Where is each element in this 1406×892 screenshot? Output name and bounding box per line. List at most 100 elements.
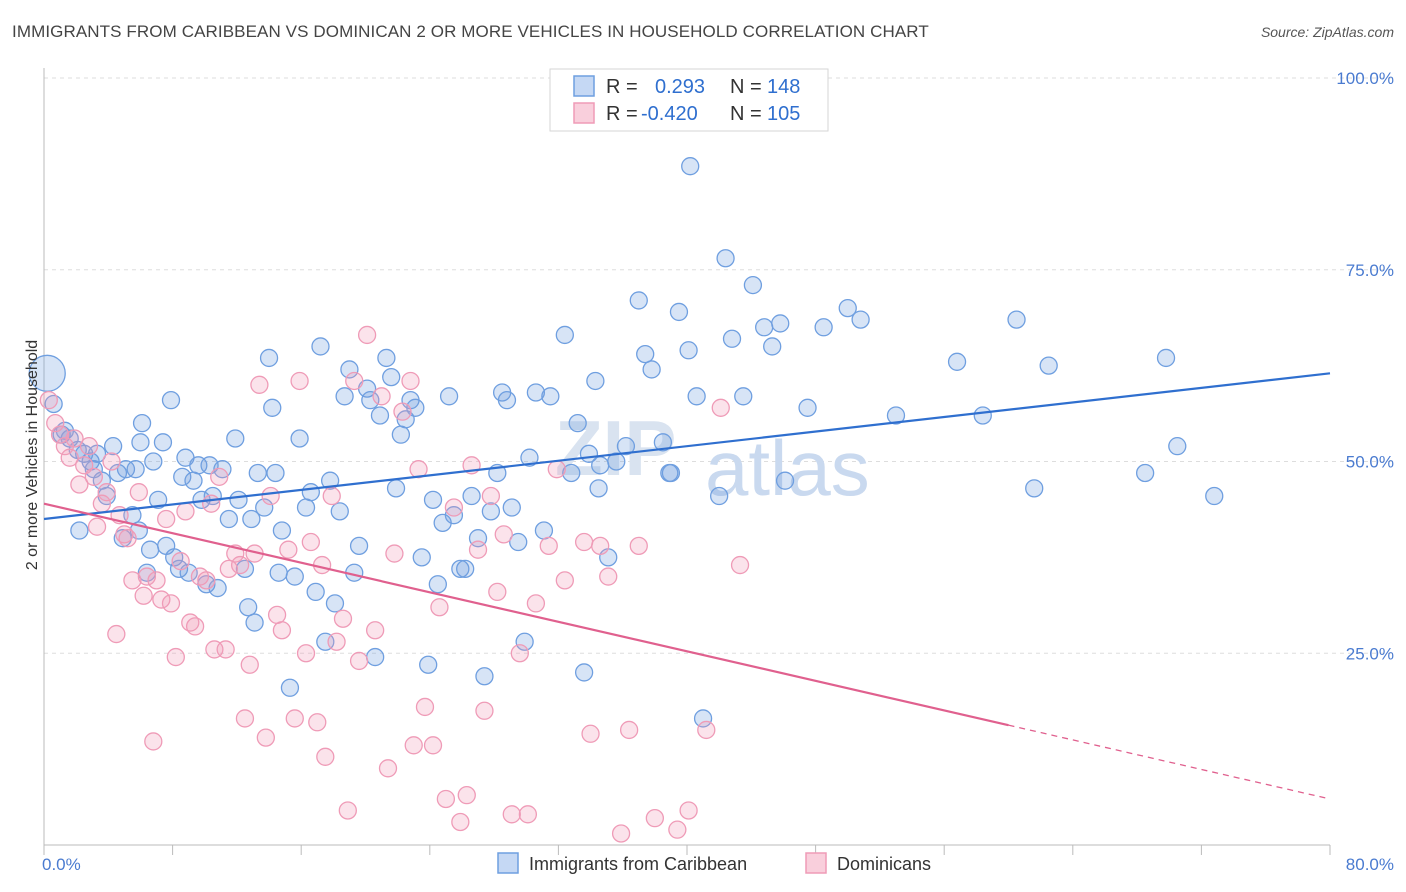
dominicans-point (250, 375, 269, 394)
dominicans-point (219, 559, 239, 579)
legend-box: R = 0.293 N = 148 R = -0.420 N = 105 (549, 68, 829, 132)
caribbean-point (1168, 437, 1187, 456)
caribbean-point (259, 348, 279, 368)
caribbean-point (814, 318, 833, 337)
dominicans-trend-line (43, 502, 1009, 727)
dominicans-point (502, 805, 521, 824)
dominicans-point (157, 509, 176, 529)
dominicans-point (668, 820, 687, 839)
caribbean-point (311, 337, 330, 356)
caribbean-point (245, 613, 264, 632)
caribbean-point (497, 390, 517, 410)
caribbean-point (1205, 486, 1224, 506)
caribbean-point (382, 367, 401, 387)
dominicans-point (230, 555, 250, 575)
caribbean-point (219, 509, 239, 529)
caribbean-point (534, 521, 554, 540)
x-tick-label-max: 80.0% (1346, 855, 1394, 874)
dominicans-point (123, 571, 142, 590)
caribbean-point (173, 467, 192, 486)
dominicans-point (526, 594, 546, 613)
caribbean-point (716, 249, 735, 268)
caribbean-point (148, 490, 168, 510)
dominicans-point (50, 425, 70, 444)
dominicans-point (312, 555, 332, 575)
caribbean-point (462, 486, 481, 506)
dominicans-point (378, 759, 398, 778)
dominicans-point (256, 728, 275, 747)
caribbean-point (140, 540, 160, 559)
caribbean-point (520, 448, 539, 467)
dominicans-point (322, 486, 341, 506)
dominicans-point (272, 621, 292, 640)
dominicans-point (488, 582, 507, 602)
dominicans-point (436, 789, 456, 809)
dominicans-point (161, 594, 181, 613)
caribbean-trend-line (43, 372, 1331, 521)
caribbean-point (541, 387, 560, 406)
caribbean-point (226, 429, 245, 448)
dominicans-point (365, 621, 385, 640)
dominicans-point (79, 437, 99, 456)
dominicans-point (152, 590, 171, 609)
dominicans-point (216, 640, 235, 659)
caribbean-point (266, 463, 285, 483)
caribbean-point (755, 318, 774, 337)
caribbean-point (838, 298, 857, 318)
caribbean-point (679, 341, 698, 360)
caribbean-point (340, 360, 359, 379)
caribbean-point (131, 433, 150, 452)
dominicans-point (591, 536, 610, 556)
caribbean-point (586, 371, 605, 391)
dominicans-point (134, 586, 153, 605)
caribbean-point (687, 387, 706, 406)
dominicans-point (345, 371, 364, 391)
dominicans-point (423, 736, 443, 755)
dominicans-point (494, 525, 513, 544)
source-label: Source: ZipAtlas.com (1260, 24, 1394, 40)
dominicans-point (349, 651, 369, 671)
dominicans-point (518, 805, 538, 824)
dominicans-point (372, 387, 391, 406)
bottom-legend-label-dominicans: Dominicans (837, 854, 931, 874)
dominicans-point (327, 632, 346, 651)
dominicans-point (611, 824, 631, 843)
caribbean-point (290, 429, 309, 448)
dominicans-point (118, 529, 137, 548)
caribbean-point (771, 314, 790, 333)
legend-n-label: N = (730, 103, 762, 125)
legend-r-label: R = (606, 103, 638, 125)
caribbean-point (370, 406, 390, 425)
caribbean-point (169, 559, 189, 579)
dominicans-point (39, 390, 58, 410)
caribbean-point (335, 387, 354, 406)
dominicans-point (393, 402, 412, 421)
dominicans-point (129, 483, 148, 502)
caribbean-point (330, 502, 349, 521)
caribbean-point (798, 398, 817, 417)
caribbean-point (526, 383, 546, 402)
caribbean-point (775, 471, 795, 490)
caribbean-point (1039, 356, 1058, 375)
series-dominicans-points (39, 325, 750, 843)
dominicans-point (481, 486, 501, 506)
caribbean-point (365, 647, 385, 667)
caribbean-point (568, 413, 587, 433)
caribbean-point (722, 329, 742, 348)
caribbean-point (515, 632, 534, 651)
caribbean-point (386, 479, 406, 498)
caribbean-point (653, 433, 673, 452)
dominicans-point (385, 544, 404, 563)
y-axis-label: 2 or more Vehicles in Household (24, 340, 41, 570)
dominicans-point (308, 713, 327, 732)
watermark-atlas: atlas (705, 424, 870, 512)
dominicans-point (629, 536, 648, 556)
caribbean-point (269, 563, 288, 582)
dominicans-point (84, 467, 103, 486)
caribbean-point (428, 575, 447, 594)
caribbean-point (1025, 479, 1044, 498)
caribbean-point (423, 490, 443, 510)
legend-r-value-caribbean: 0.293 (655, 76, 705, 98)
legend-swatch-caribbean (573, 75, 595, 97)
